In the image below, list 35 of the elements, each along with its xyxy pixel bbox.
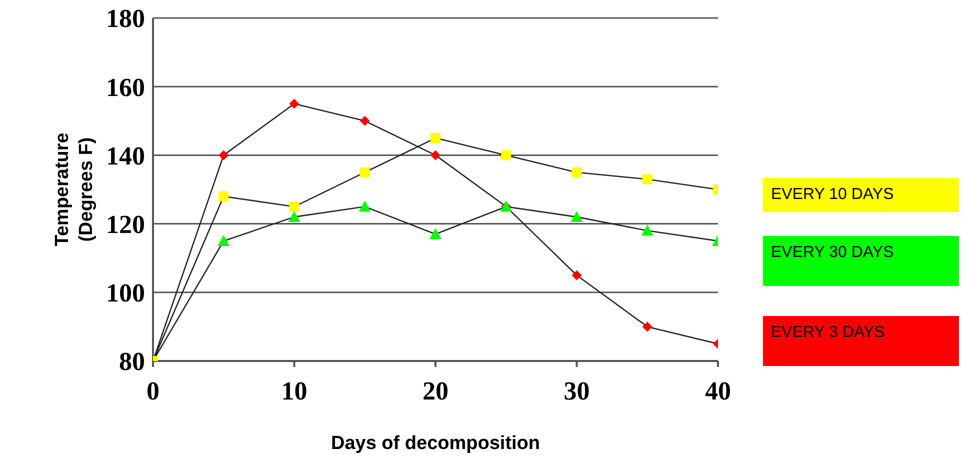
point (572, 167, 582, 178)
text: EVERY 3 DAYS (771, 324, 885, 341)
y-tick-label: 100 (106, 278, 145, 308)
y-tick-label: 80 (119, 347, 145, 376)
point (360, 116, 370, 126)
x-tick-label: 30 (564, 376, 590, 406)
point (430, 133, 440, 144)
x-tick-label: 40 (705, 376, 731, 406)
x-tick-label: 10 (281, 376, 308, 406)
point (288, 210, 300, 222)
y-tick-label: 120 (106, 210, 145, 240)
point (430, 228, 442, 240)
point (218, 234, 230, 246)
point (642, 322, 652, 332)
point (570, 210, 583, 222)
text: EVERY 30 DAYS (771, 244, 894, 261)
point (360, 167, 370, 178)
point (501, 150, 512, 160)
point (289, 98, 300, 109)
y-tick-label: 180 (106, 4, 145, 34)
x-axis-title: Days of decomposition (330, 433, 540, 454)
point (289, 202, 300, 212)
y-axis-title: Temperature (Degrees F) (52, 132, 97, 246)
x-tick-label: 0 (146, 376, 160, 406)
point (218, 150, 229, 160)
point (358, 200, 371, 212)
point (642, 174, 652, 184)
y-tick-label: 160 (106, 72, 145, 102)
y-tick-label: 140 (106, 141, 145, 170)
text: EVERY 10 DAYS (771, 186, 894, 203)
point (430, 150, 440, 160)
point (641, 224, 654, 236)
point (572, 270, 582, 280)
x-tick-label: 20 (422, 376, 448, 406)
point (218, 191, 229, 202)
